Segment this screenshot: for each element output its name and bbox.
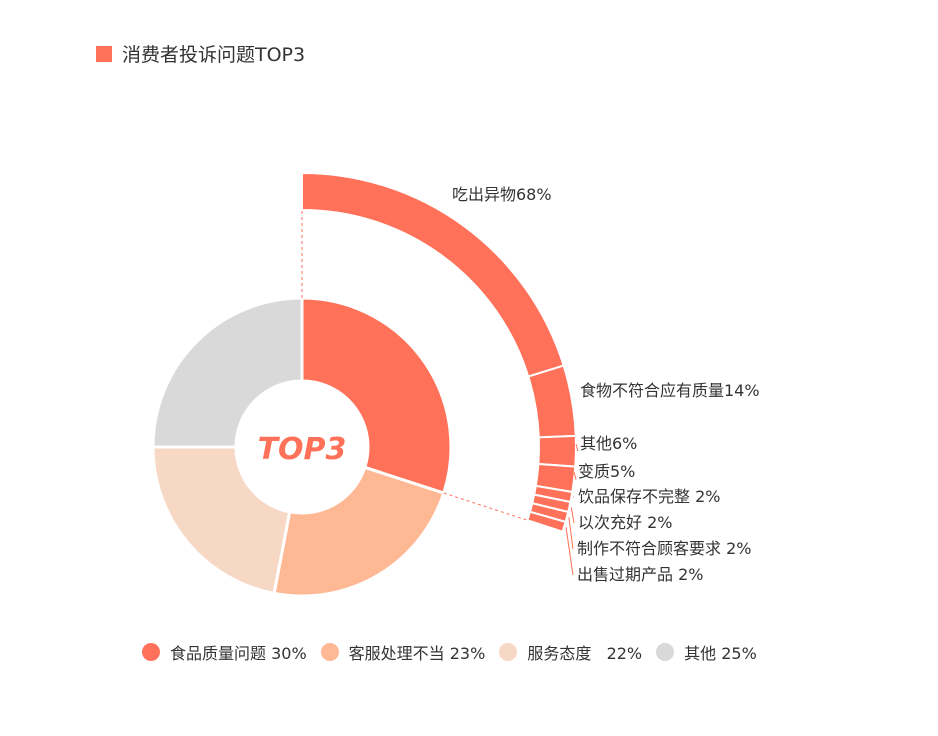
label-leader-8 [565, 527, 574, 576]
legend-label: 服务态度 22% [527, 644, 643, 663]
breakdown-segment-3 [537, 434, 577, 468]
label-leader-6 [570, 507, 575, 524]
breakdown-label-3: 其他6% [580, 434, 637, 453]
legend-item-3: 服务态度 22% [499, 640, 642, 664]
donut-slice-3 [151, 445, 292, 596]
donut-slice-1 [300, 296, 453, 495]
legend-color-dot [320, 643, 339, 661]
donut-slice-4 [151, 296, 304, 449]
legend-item-2: 客服处理不当 23% [320, 640, 486, 664]
breakdown-segment-2 [527, 364, 577, 439]
legend-color-dot [499, 643, 518, 661]
title-text: 消费者投诉问题TOP3 [122, 44, 306, 66]
breakdown-segment-8 [526, 510, 567, 533]
label-leader-7 [568, 517, 574, 550]
breakdown-label-7: 制作不符合顾客要求 2% [577, 539, 751, 558]
chart-title: 消费者投诉问题TOP3 [96, 40, 305, 67]
breakdown-label-8: 出售过期产品 2% [577, 565, 703, 584]
label-leader-4 [573, 471, 577, 480]
breakdown-label-6: 以次充好 2% [578, 513, 672, 532]
legend-item-4: 其他 25% [656, 640, 757, 664]
legend-item-1: 食品质量问题 30% [142, 640, 307, 664]
legend-label: 其他 25% [684, 644, 757, 663]
breakdown-label-5: 饮品保存不完整 2% [578, 487, 720, 506]
center-label: TOP3 [258, 432, 347, 467]
label-leader-3 [575, 443, 579, 452]
legend-label: 客服处理不当 23% [348, 644, 486, 663]
title-marker [96, 45, 112, 62]
legend: 食品质量问题 30% 客服处理不当 23% 服务态度 22% 其他 25% [142, 640, 771, 664]
legend-label: 食品质量问题 30% [170, 644, 307, 663]
connector-line-2 [443, 492, 528, 521]
breakdown-label-4: 变质5% [578, 462, 635, 481]
legend-color-dot [142, 643, 160, 661]
donut-slice-2 [272, 465, 446, 598]
legend-color-dot [656, 643, 675, 661]
breakdown-label-1: 吃出异物68% [452, 185, 552, 204]
breakdown-label-2: 食物不符合应有质量14% [580, 381, 760, 400]
